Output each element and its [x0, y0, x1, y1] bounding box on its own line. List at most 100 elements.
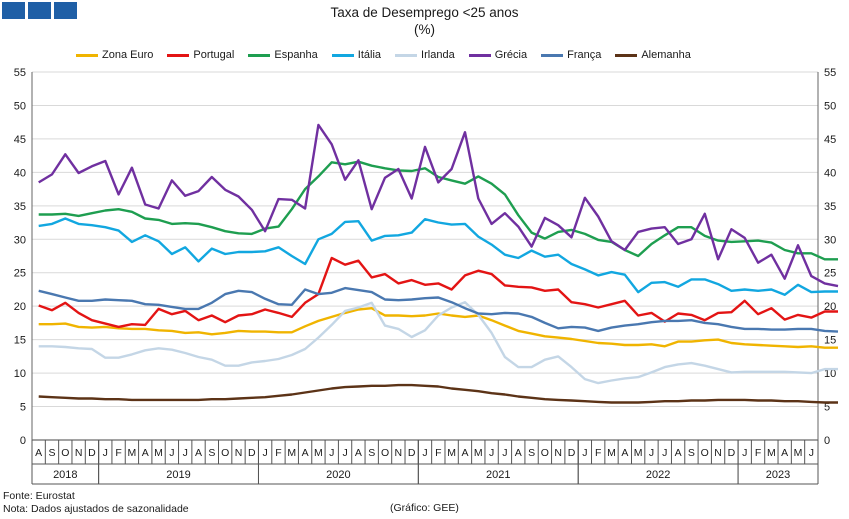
month-label: O [701, 447, 709, 459]
month-label: M [447, 447, 456, 459]
y-tick-label-right: 5 [824, 402, 830, 414]
chart-legend: Zona Euro Portugal Espanha Itália Irlanda Gré… [76, 49, 705, 61]
y-tick-label-right: 0 [824, 435, 830, 447]
y-tick-label: 30 [14, 234, 26, 246]
chart-credit: (Gráfico: GEE) [390, 502, 459, 514]
adjustment-note: Nota: Dados ajustados de sazonalidade [3, 503, 189, 515]
legend-swatch [248, 53, 271, 57]
year-label: 2019 [166, 469, 190, 481]
year-label: 2022 [646, 469, 670, 481]
month-label: S [688, 447, 695, 459]
month-label: M [767, 447, 776, 459]
month-label: N [395, 447, 403, 459]
legend-swatch [615, 53, 638, 57]
month-label: M [128, 447, 137, 459]
series-line-zona-euro [38, 307, 838, 349]
series-line-grecia [38, 123, 839, 288]
y-tick-label-right: 10 [824, 368, 836, 380]
month-label: S [368, 447, 375, 459]
month-label: A [302, 447, 309, 459]
legend-label: Portugal [193, 49, 235, 61]
y-tick-label-right: 20 [824, 301, 836, 313]
y-tick-label: 5 [20, 402, 26, 414]
month-label: M [607, 447, 616, 459]
month-label: A [781, 447, 788, 459]
month-label: A [35, 447, 42, 459]
legend-item-franca: França [541, 49, 601, 61]
month-label: A [195, 447, 202, 459]
month-label: J [489, 447, 494, 459]
legend-swatch [468, 53, 491, 57]
legend-label: Itália [357, 49, 382, 61]
series-line-italia [38, 217, 838, 296]
month-label: J [183, 447, 188, 459]
chart-subtitle: (%) [414, 22, 435, 37]
legend-swatch [331, 53, 354, 57]
legend-label: Zona Euro [102, 49, 154, 61]
y-tick-label-right: 55 [824, 67, 836, 79]
legend-item-grecia: Grécia [468, 49, 527, 61]
y-tick-label-right: 15 [824, 335, 836, 347]
legend-label: Espanha [274, 49, 318, 61]
gee-logo [2, 2, 77, 19]
month-label: A [461, 447, 468, 459]
month-label: N [714, 447, 722, 459]
month-label: J [342, 447, 347, 459]
year-label: 2020 [326, 469, 350, 481]
month-label: O [381, 447, 389, 459]
month-label: J [263, 447, 268, 459]
month-label: D [88, 447, 96, 459]
series-line-irlanda [38, 301, 838, 385]
month-label: D [568, 447, 576, 459]
legend-label: Irlanda [421, 49, 455, 61]
legend-swatch [167, 53, 190, 57]
month-label: F [115, 447, 121, 459]
y-tick-label-right: 40 [824, 167, 836, 179]
month-label: S [208, 447, 215, 459]
legend-label: França [567, 49, 602, 61]
chart-title: Taxa de Desemprego <25 anos [330, 5, 519, 20]
y-tick-label: 0 [20, 435, 26, 447]
month-label: O [61, 447, 69, 459]
month-label: F [275, 447, 281, 459]
y-tick-label: 25 [14, 268, 26, 280]
y-tick-label-right: 45 [824, 134, 836, 146]
y-tick-label-right: 25 [824, 268, 836, 280]
month-label: M [794, 447, 803, 459]
month-label: J [649, 447, 654, 459]
series-line-espanha [38, 160, 838, 261]
series-line-franca [38, 286, 839, 333]
y-tick-label: 35 [14, 201, 26, 213]
month-label: S [48, 447, 55, 459]
month-label: D [408, 447, 416, 459]
month-label: J [103, 447, 108, 459]
year-label: 2023 [766, 469, 790, 481]
legend-item-zona-euro: Zona Euro [76, 49, 153, 61]
source-note: Fonte: Eurostat [3, 490, 75, 502]
month-label: J [169, 447, 174, 459]
y-tick-label-right: 35 [824, 201, 836, 213]
y-tick-label-right: 50 [824, 100, 836, 112]
month-label: A [142, 447, 149, 459]
series-line-portugal [38, 256, 838, 329]
month-label: M [287, 447, 296, 459]
month-label: A [621, 447, 628, 459]
month-label: J [582, 447, 587, 459]
month-label: N [554, 447, 562, 459]
month-label: D [248, 447, 256, 459]
legend-swatch [76, 53, 98, 57]
legend-item-alemanha: Alemanha [615, 49, 691, 61]
legend-item-portugal: Portugal [167, 49, 234, 61]
y-tick-label: 55 [14, 67, 26, 79]
month-label: S [528, 447, 535, 459]
month-label: F [435, 447, 441, 459]
month-label: M [314, 447, 323, 459]
year-label: 2021 [486, 469, 510, 481]
month-label: J [809, 447, 814, 459]
year-label: 2018 [53, 469, 77, 481]
month-label: N [235, 447, 243, 459]
legend-label: Alemanha [641, 49, 691, 61]
month-label: J [502, 447, 507, 459]
month-label: F [595, 447, 601, 459]
